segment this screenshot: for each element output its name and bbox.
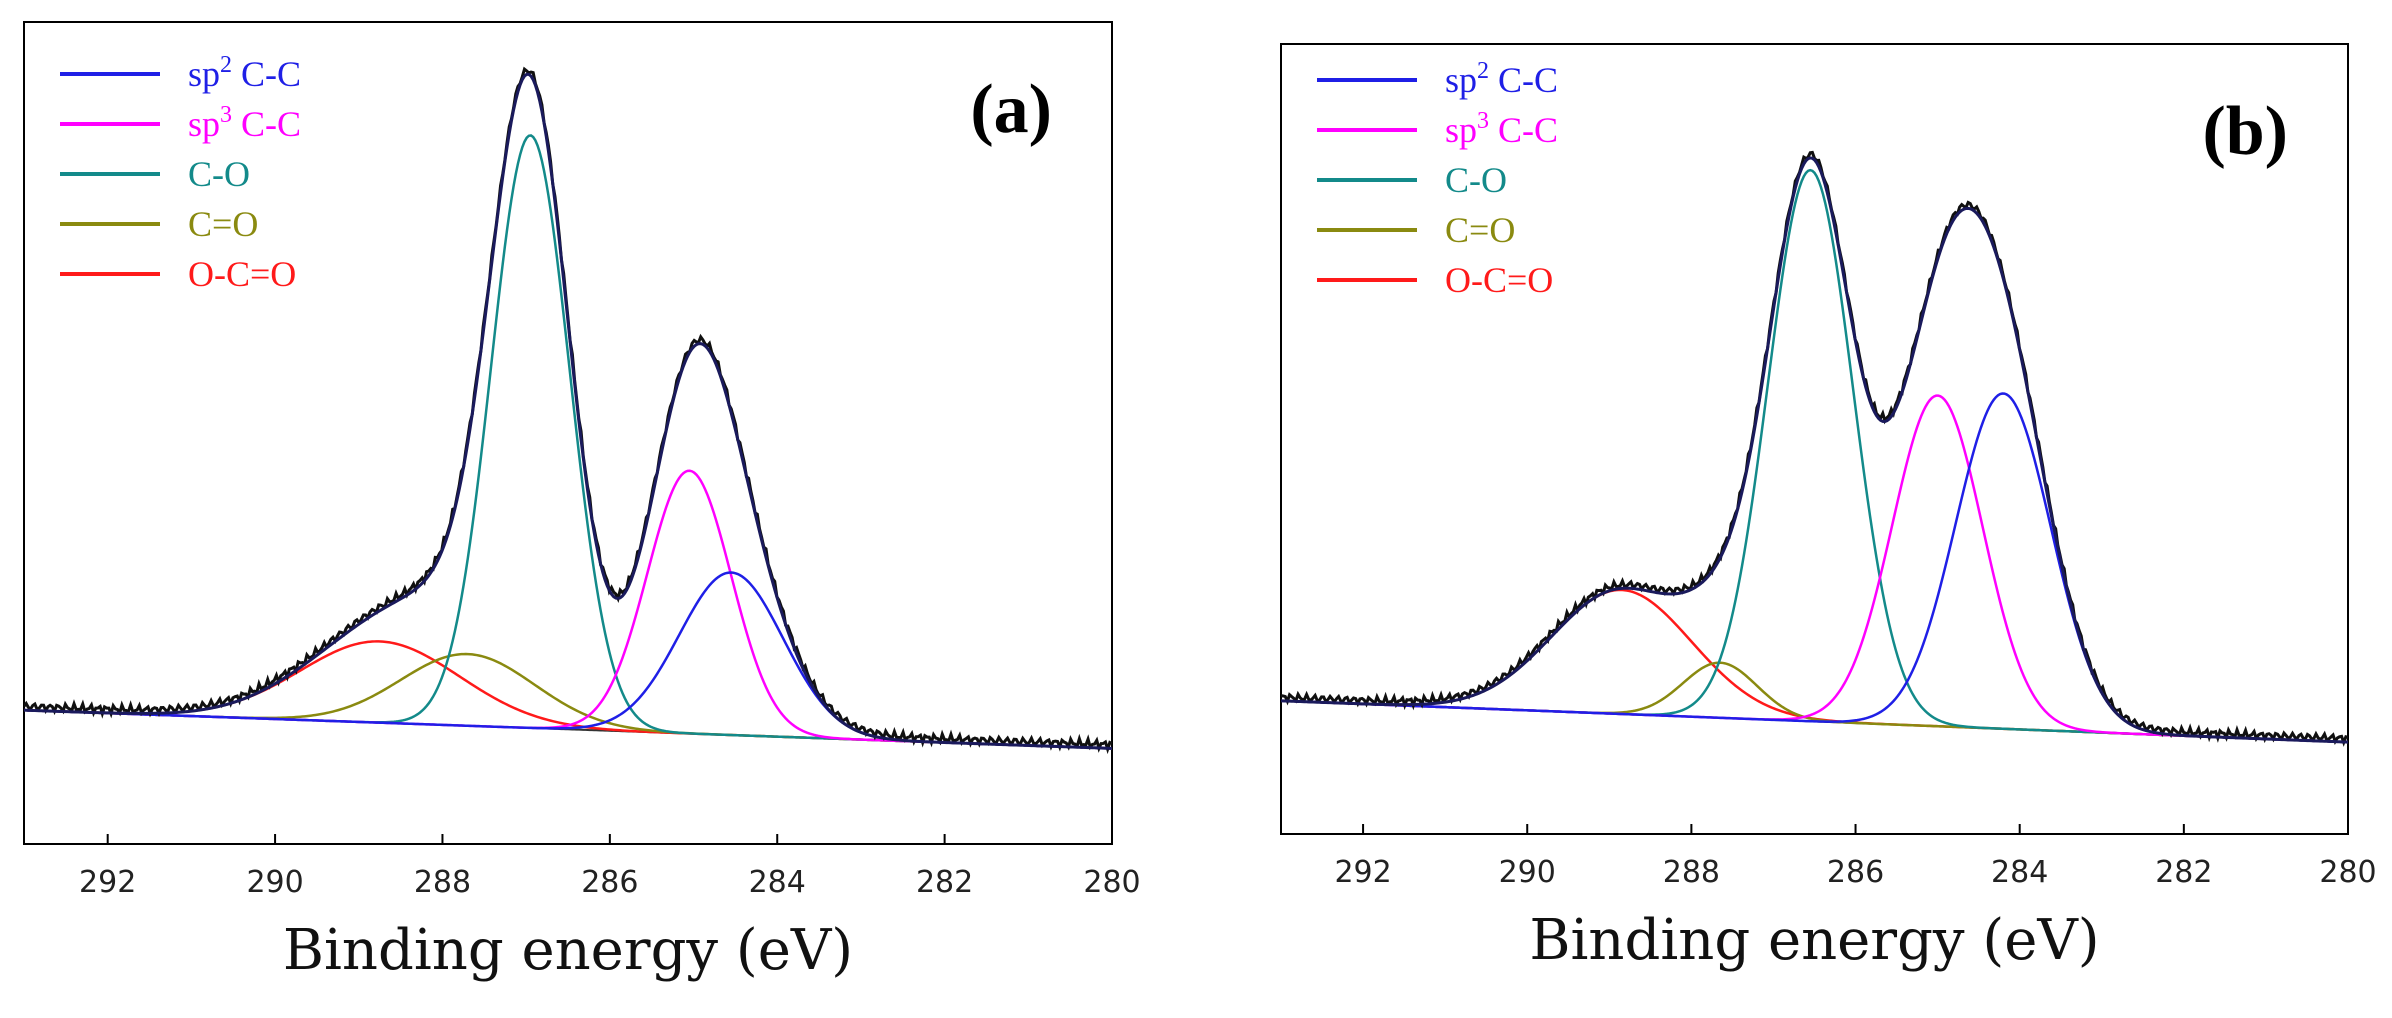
series-co xyxy=(1281,168,2348,744)
legend: sp2 C-C sp3 C-C C-O C=O O-C=O xyxy=(60,52,301,294)
chart-panel-a: 292 290 288 286 284 282 280 Binding energy (eV)… xyxy=(23,21,1141,983)
x-tick-label: 288 xyxy=(414,865,471,900)
x-axis-label: Binding energy (eV) xyxy=(283,918,853,983)
legend-label-cdo: C=O xyxy=(188,204,258,244)
x-tick-label: 280 xyxy=(2319,855,2376,890)
plot-area xyxy=(1281,150,2348,747)
series-envelope xyxy=(24,72,1112,750)
plot-area xyxy=(24,66,1112,755)
series-sp2 xyxy=(1281,392,2348,744)
legend-label-sp2: sp2 C-C xyxy=(1445,58,1558,100)
x-axis-label: Binding energy (eV) xyxy=(1529,908,2099,973)
x-tick-label: 292 xyxy=(79,865,136,900)
series-ocdo xyxy=(24,640,1112,750)
chart-panel-b: 292 290 288 286 284 282 280 Binding energy (eV)… xyxy=(1280,43,2377,973)
legend: sp2 C-C sp3 C-C C-O C=O O-C=O xyxy=(1317,58,1558,300)
x-tick-label: 280 xyxy=(1083,865,1140,900)
series-raw-data xyxy=(1281,150,2348,747)
legend-label-sp3: sp3 C-C xyxy=(188,102,301,144)
legend-label-co: C-O xyxy=(188,154,250,194)
x-tick-label: 284 xyxy=(1991,855,2048,890)
x-tick-label: 286 xyxy=(581,865,638,900)
legend-label-sp2: sp2 C-C xyxy=(188,52,301,94)
plot-frame xyxy=(23,21,1113,845)
series-sp2 xyxy=(24,571,1112,750)
x-tick-label: 282 xyxy=(916,865,973,900)
legend-label-ocdo: O-C=O xyxy=(1445,260,1553,300)
x-tick-label: 290 xyxy=(246,865,303,900)
legend-label-ocdo: O-C=O xyxy=(188,254,296,294)
x-tick-label: 286 xyxy=(1827,855,1884,890)
x-tick-label: 288 xyxy=(1663,855,1720,890)
series-envelope xyxy=(1281,156,2348,744)
legend-label-sp3: sp3 C-C xyxy=(1445,108,1558,150)
legend-label-cdo: C=O xyxy=(1445,210,1515,250)
x-tick-label: 290 xyxy=(1499,855,1556,890)
x-tick-label: 292 xyxy=(1334,855,1391,890)
series-sp3 xyxy=(1281,394,2348,744)
x-tick-label: 282 xyxy=(2155,855,2212,890)
panel-label: (b) xyxy=(2202,93,2288,170)
x-tick-label: 284 xyxy=(749,865,806,900)
panel-label: (a) xyxy=(970,71,1052,148)
legend-label-co: C-O xyxy=(1445,160,1507,200)
plot-frame xyxy=(1280,43,2349,835)
series-cdo xyxy=(24,652,1112,750)
